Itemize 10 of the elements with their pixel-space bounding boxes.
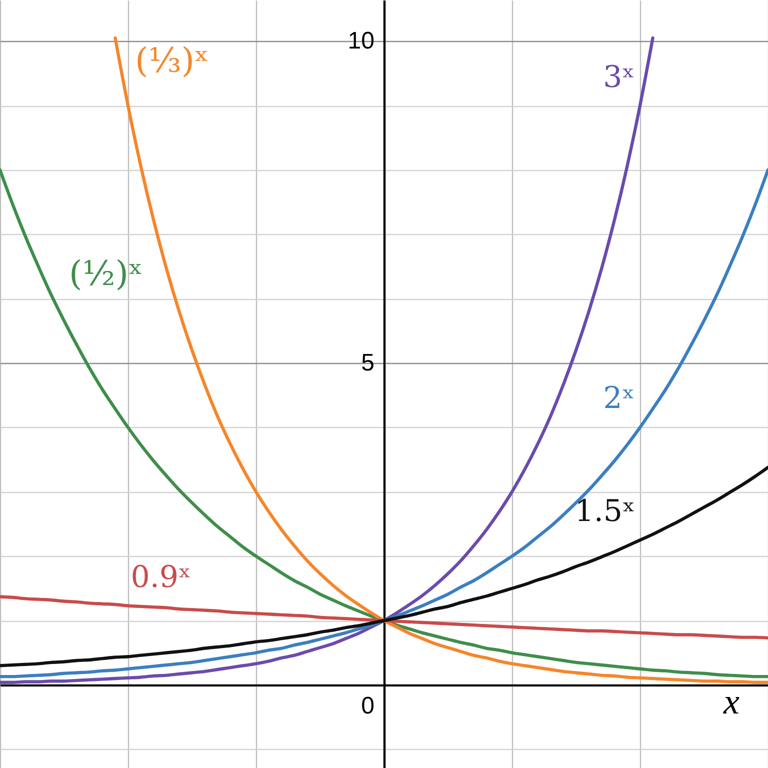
- y-tick-label: 0: [361, 692, 374, 720]
- y-tick-label: 10: [348, 28, 374, 55]
- series-label: 0.9ˣ: [130, 560, 192, 595]
- series-label: (⅓)ˣ: [135, 41, 209, 81]
- series-label: 3ˣ: [603, 60, 635, 95]
- x-axis-title: x: [722, 681, 740, 722]
- series-label: 1.5ˣ: [574, 494, 636, 529]
- y-tick-label: 5: [361, 350, 374, 377]
- series-label: 2ˣ: [603, 381, 635, 416]
- series-label: (½)ˣ: [69, 254, 143, 294]
